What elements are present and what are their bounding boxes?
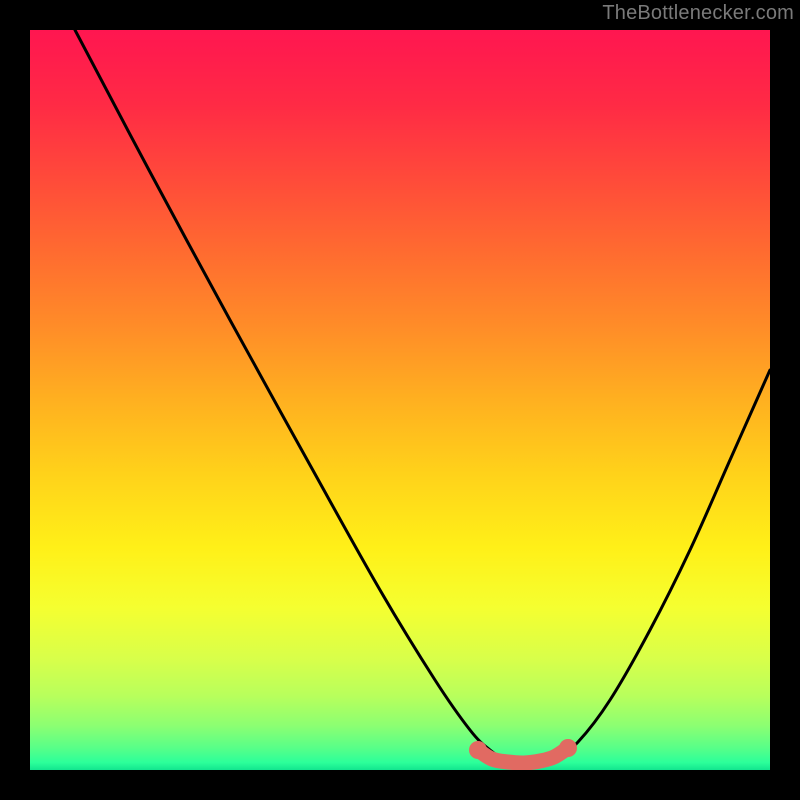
border-bottom — [0, 770, 800, 800]
valley-highlight-end-dot — [559, 739, 577, 757]
plot-svg — [30, 30, 770, 770]
plot-area — [30, 30, 770, 770]
border-left — [0, 0, 30, 800]
border-right — [770, 0, 800, 800]
gradient-background — [30, 30, 770, 770]
watermark-text: TheBottlenecker.com — [602, 2, 794, 25]
valley-highlight-start-dot — [469, 741, 487, 759]
chart-frame: TheBottlenecker.com — [0, 0, 800, 800]
